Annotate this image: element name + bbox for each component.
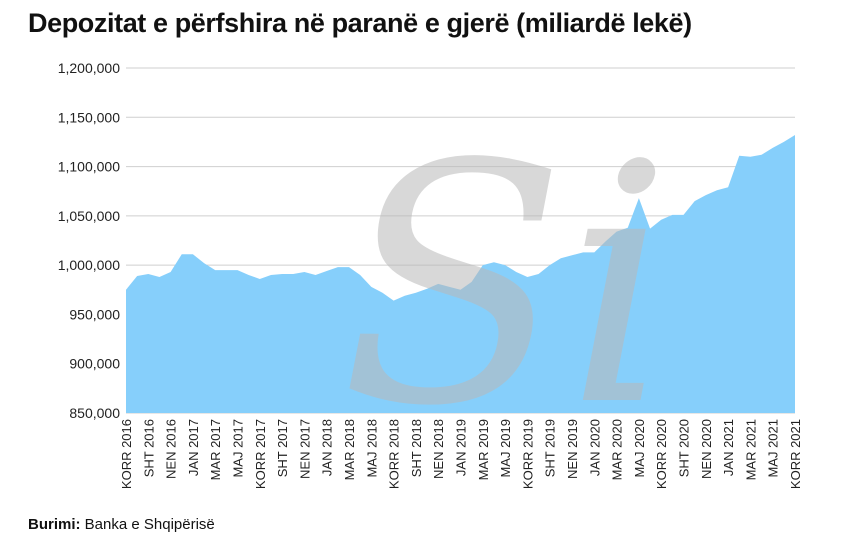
y-tick-label: 850,000	[69, 405, 120, 421]
x-tick-label: JAN 2018	[320, 419, 335, 476]
source-text: Banka e Shqipërisë	[84, 516, 215, 533]
x-tick-label: NEN 2020	[699, 419, 714, 479]
x-tick-label: MAR 2019	[476, 419, 491, 480]
area-fill	[126, 135, 795, 413]
x-tick-label: NEN 2016	[164, 419, 179, 479]
x-tick-label: JAN 2019	[454, 419, 469, 476]
watermark-logo: Si	[340, 94, 672, 478]
x-tick-label: JAN 2021	[721, 419, 736, 476]
x-tick-label: NEN 2017	[297, 419, 312, 479]
y-tick-label: 1,050,000	[58, 208, 120, 224]
chart-title: Depozitat e përfshira në paranë e gjerë …	[28, 8, 692, 38]
y-tick-label: 1,100,000	[58, 159, 120, 175]
y-tick-label: 1,200,000	[58, 60, 120, 76]
x-tick-label: KORR 2020	[654, 419, 669, 489]
y-tick-label: 900,000	[69, 356, 120, 372]
x-tick-label: MAJ 2020	[632, 419, 647, 478]
x-tick-label: KORR 2021	[788, 419, 803, 489]
area-series	[126, 135, 795, 413]
x-tick-label: JAN 2017	[186, 419, 201, 476]
x-tick-label: MAJ 2017	[231, 419, 246, 478]
y-tick-label: 1,000,000	[58, 257, 120, 273]
x-tick-label: MAJ 2018	[364, 419, 379, 478]
x-tick-label: SHT 2020	[677, 419, 692, 477]
x-axis-ticks: KORR 2016 SHT 2016 NEN 2016 JAN 2017 MAR 201…	[119, 419, 803, 489]
x-tick-label: KORR 2019	[520, 419, 535, 489]
x-tick-label: KORR 2018	[387, 419, 402, 489]
x-tick-label: MAR 2018	[342, 419, 357, 480]
x-tick-label: MAJ 2019	[498, 419, 513, 478]
x-tick-label: SHT 2016	[141, 419, 156, 477]
x-tick-label: MAR 2020	[610, 419, 625, 480]
source-label: Burimi:	[28, 516, 81, 533]
x-tick-label: MAJ 2021	[766, 419, 781, 478]
x-tick-label: MAR 2021	[743, 419, 758, 480]
source-note: Burimi: Banka e Shqipërisë	[28, 516, 215, 533]
x-tick-label: SHT 2017	[275, 419, 290, 477]
x-tick-label: NEN 2019	[565, 419, 580, 479]
y-tick-label: 950,000	[69, 306, 120, 322]
x-tick-label: SHT 2019	[543, 419, 558, 477]
x-tick-label: MAR 2017	[208, 419, 223, 480]
y-tick-label: 1,150,000	[58, 109, 120, 125]
y-axis-ticks: 850,000 900,000 950,000 1,000,000 1,050,000 1…	[58, 60, 121, 421]
x-tick-label: KORR 2017	[253, 419, 268, 489]
x-tick-label: NEN 2018	[431, 419, 446, 479]
watermark-text: Si	[340, 94, 672, 478]
x-tick-label: KORR 2016	[119, 419, 134, 489]
x-tick-label: JAN 2020	[587, 419, 602, 476]
x-tick-label: SHT 2018	[409, 419, 424, 477]
